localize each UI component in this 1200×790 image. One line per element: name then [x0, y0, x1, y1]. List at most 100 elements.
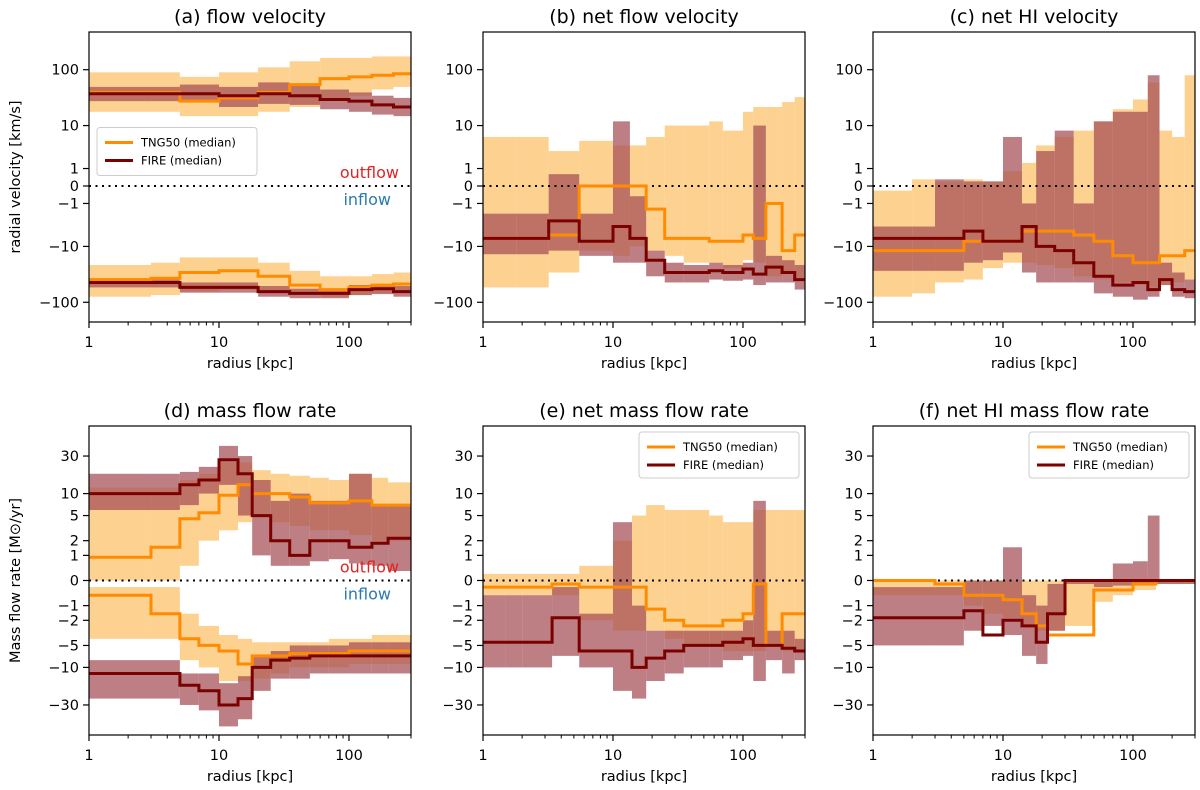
band-bin — [1002, 136, 1022, 253]
band-bin — [483, 136, 517, 288]
legend-label-fire: FIRE (median) — [141, 154, 222, 168]
band-bin — [794, 264, 805, 290]
x-tick-label: 1 — [478, 748, 487, 764]
band-bin — [765, 509, 783, 646]
band-bin — [1159, 580, 1173, 584]
y-tick-label: 5 — [70, 509, 79, 525]
band-bin — [89, 660, 152, 699]
band-bin — [1021, 203, 1037, 273]
plot-frame — [482, 31, 806, 323]
panel-title: (f) net HI mass flow rate — [919, 400, 1149, 422]
series-line-tng50-median- — [483, 582, 805, 647]
band-bin — [683, 509, 710, 646]
y-tick-label: 0 — [70, 179, 79, 195]
y-tick-label: 0 — [70, 574, 79, 590]
legend: TNG50 (median) FIRE (median) — [638, 431, 800, 479]
legend: TNG50 (median) FIRE (median) — [96, 127, 258, 177]
x-tick-label: 100 — [729, 748, 757, 764]
band-bin — [309, 500, 329, 562]
band-bin — [664, 509, 684, 639]
band-bin — [722, 130, 743, 269]
y-tick-label: 100 — [835, 63, 863, 79]
x-axis-label: radius [kpc] — [207, 356, 293, 372]
band-bin — [1147, 515, 1160, 584]
y-tick-label: 1 — [70, 548, 79, 564]
band-bin — [579, 613, 613, 668]
y-tick-label: 10 — [61, 487, 79, 503]
series-band-fire-band — [873, 515, 1195, 664]
band-bin — [179, 471, 199, 506]
band-bin — [1093, 580, 1113, 588]
band-bin — [579, 213, 613, 256]
band-bin — [328, 645, 349, 674]
series-band-fire-band — [483, 500, 805, 699]
y-tick-label: 1 — [464, 162, 473, 178]
band-bin — [873, 587, 936, 646]
y-tick-label: 1 — [70, 162, 79, 178]
series-line-tng50-median-inflow — [89, 269, 411, 292]
series-line-fire-median-inflow — [89, 654, 411, 707]
y-tick-label: −1 — [58, 599, 79, 615]
x-tick-label: 10 — [210, 335, 228, 351]
y-tick-label: 5 — [464, 509, 473, 525]
panel-title: (d) mass flow rate — [164, 400, 337, 422]
x-tick-label: 1 — [868, 335, 877, 351]
band-bin — [912, 226, 936, 271]
series-band-fire-band — [873, 75, 1195, 300]
band-bin — [935, 179, 964, 271]
band-bin — [1184, 75, 1195, 280]
band-bin — [522, 595, 553, 668]
band-bin — [371, 56, 394, 90]
y-tick-label: 0 — [464, 179, 473, 195]
x-tick-label: 1 — [478, 335, 487, 351]
band-bin — [505, 595, 523, 668]
y-tick-label: −1 — [842, 599, 863, 615]
x-axis-label: radius [kpc] — [601, 769, 687, 785]
y-tick-label: −10 — [48, 660, 79, 676]
band-bin — [1054, 130, 1074, 283]
y-tick-label: −2 — [842, 613, 863, 629]
band-bin — [646, 630, 665, 681]
x-tick-label: 10 — [994, 748, 1012, 764]
y-tick-label: 10 — [845, 487, 863, 503]
band-bin — [552, 587, 580, 656]
y-tick-label: −2 — [58, 613, 79, 629]
y-tick-label: 0 — [854, 574, 863, 590]
band-bin — [328, 500, 349, 560]
x-axis: 1 10 100 — [868, 735, 1196, 764]
legend: TNG50 (median) FIRE (median) — [1028, 431, 1190, 479]
legend-label-tng: TNG50 (median) — [140, 136, 236, 150]
band-bin — [646, 136, 665, 251]
band-bin — [1112, 563, 1133, 586]
band-bin — [483, 573, 506, 596]
band-bin — [1132, 561, 1148, 584]
plot-area — [873, 75, 1195, 300]
x-tick-label: 100 — [335, 335, 363, 351]
band-bin — [629, 196, 647, 263]
y-tick-label: 2 — [464, 534, 473, 550]
legend-label-fire: FIRE (median) — [1073, 458, 1154, 472]
plot-area — [89, 56, 411, 299]
band-bin — [1172, 580, 1185, 584]
y-tick-label: 30 — [61, 449, 79, 465]
plot-area — [873, 515, 1195, 664]
band-bin — [388, 642, 411, 674]
band-bin — [1002, 547, 1022, 636]
band-bin — [742, 522, 754, 652]
y-tick-label: −30 — [48, 698, 79, 714]
y-tick-label: −100 — [823, 295, 863, 311]
band-bin — [1112, 111, 1133, 297]
y-tick-label: −1 — [58, 196, 79, 212]
y-tick-label: −30 — [832, 698, 863, 714]
y-tick-label: 0 — [854, 179, 863, 195]
band-bin — [237, 638, 253, 681]
plot-frame — [88, 31, 412, 323]
legend-box — [1028, 431, 1190, 479]
